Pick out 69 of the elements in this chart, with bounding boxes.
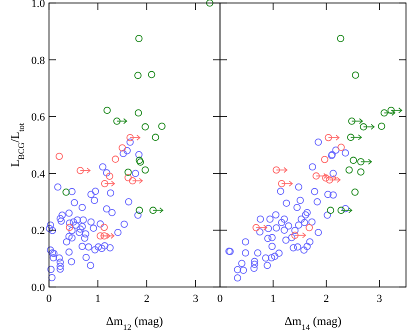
point (324, 134, 332, 142)
point (126, 134, 134, 142)
point (106, 172, 114, 180)
y-tick-label: 1.0 (31, 0, 46, 10)
point (345, 166, 353, 174)
point (306, 224, 313, 232)
point (378, 122, 386, 130)
point (252, 224, 260, 232)
point (113, 118, 121, 125)
point (136, 206, 144, 214)
point (124, 168, 132, 176)
point (142, 166, 149, 174)
point (291, 232, 299, 239)
point (76, 166, 84, 174)
point (357, 168, 364, 176)
y-tick-label: 0.2 (31, 225, 45, 238)
point (134, 109, 142, 117)
x-tick-label: 2 (324, 293, 330, 305)
point (149, 206, 157, 214)
point (152, 134, 160, 141)
point (136, 158, 144, 166)
point (103, 106, 111, 114)
x-axis-title: Δm$_{12}$ (mag) (106, 314, 164, 332)
point (380, 109, 388, 117)
point (326, 206, 334, 214)
y-tick-label: 0.8 (31, 54, 46, 67)
y-tick-label: 0.4 (31, 168, 46, 180)
y-tick-label: 0.0 (31, 282, 46, 294)
point (124, 174, 132, 182)
x-tick-label: 1 (270, 293, 276, 305)
point (357, 158, 364, 166)
point (100, 232, 108, 240)
point (112, 156, 120, 163)
point (142, 123, 149, 130)
point (338, 144, 345, 151)
x-tick-label: 3 (192, 293, 199, 305)
point (321, 156, 328, 164)
point (347, 134, 354, 141)
x-tick-label: 1 (95, 293, 101, 305)
point (148, 70, 156, 78)
point (206, 0, 214, 7)
point (272, 166, 280, 174)
point (128, 177, 136, 184)
point (326, 176, 334, 184)
point (351, 188, 359, 196)
y-tick-label: 0.6 (31, 112, 46, 124)
point (66, 224, 74, 232)
point (101, 180, 108, 188)
point (135, 34, 143, 42)
x-tick-label: 0 (46, 293, 52, 305)
x-axis-title: Δm$_{14}$ (mag) (284, 314, 342, 332)
x-tick-label: 2 (144, 293, 150, 305)
point (312, 172, 320, 180)
point (278, 180, 286, 188)
point (352, 71, 360, 79)
point (336, 34, 344, 42)
point (350, 156, 358, 164)
x-tick-label: 0 (217, 293, 224, 305)
point (118, 144, 126, 152)
point (158, 122, 166, 130)
x-tick-label: 3 (376, 293, 383, 305)
point (62, 188, 70, 196)
point (134, 72, 142, 80)
point (56, 152, 63, 160)
point (348, 118, 356, 125)
point (360, 123, 368, 130)
point (100, 224, 108, 232)
point (136, 156, 144, 164)
point (338, 206, 345, 214)
